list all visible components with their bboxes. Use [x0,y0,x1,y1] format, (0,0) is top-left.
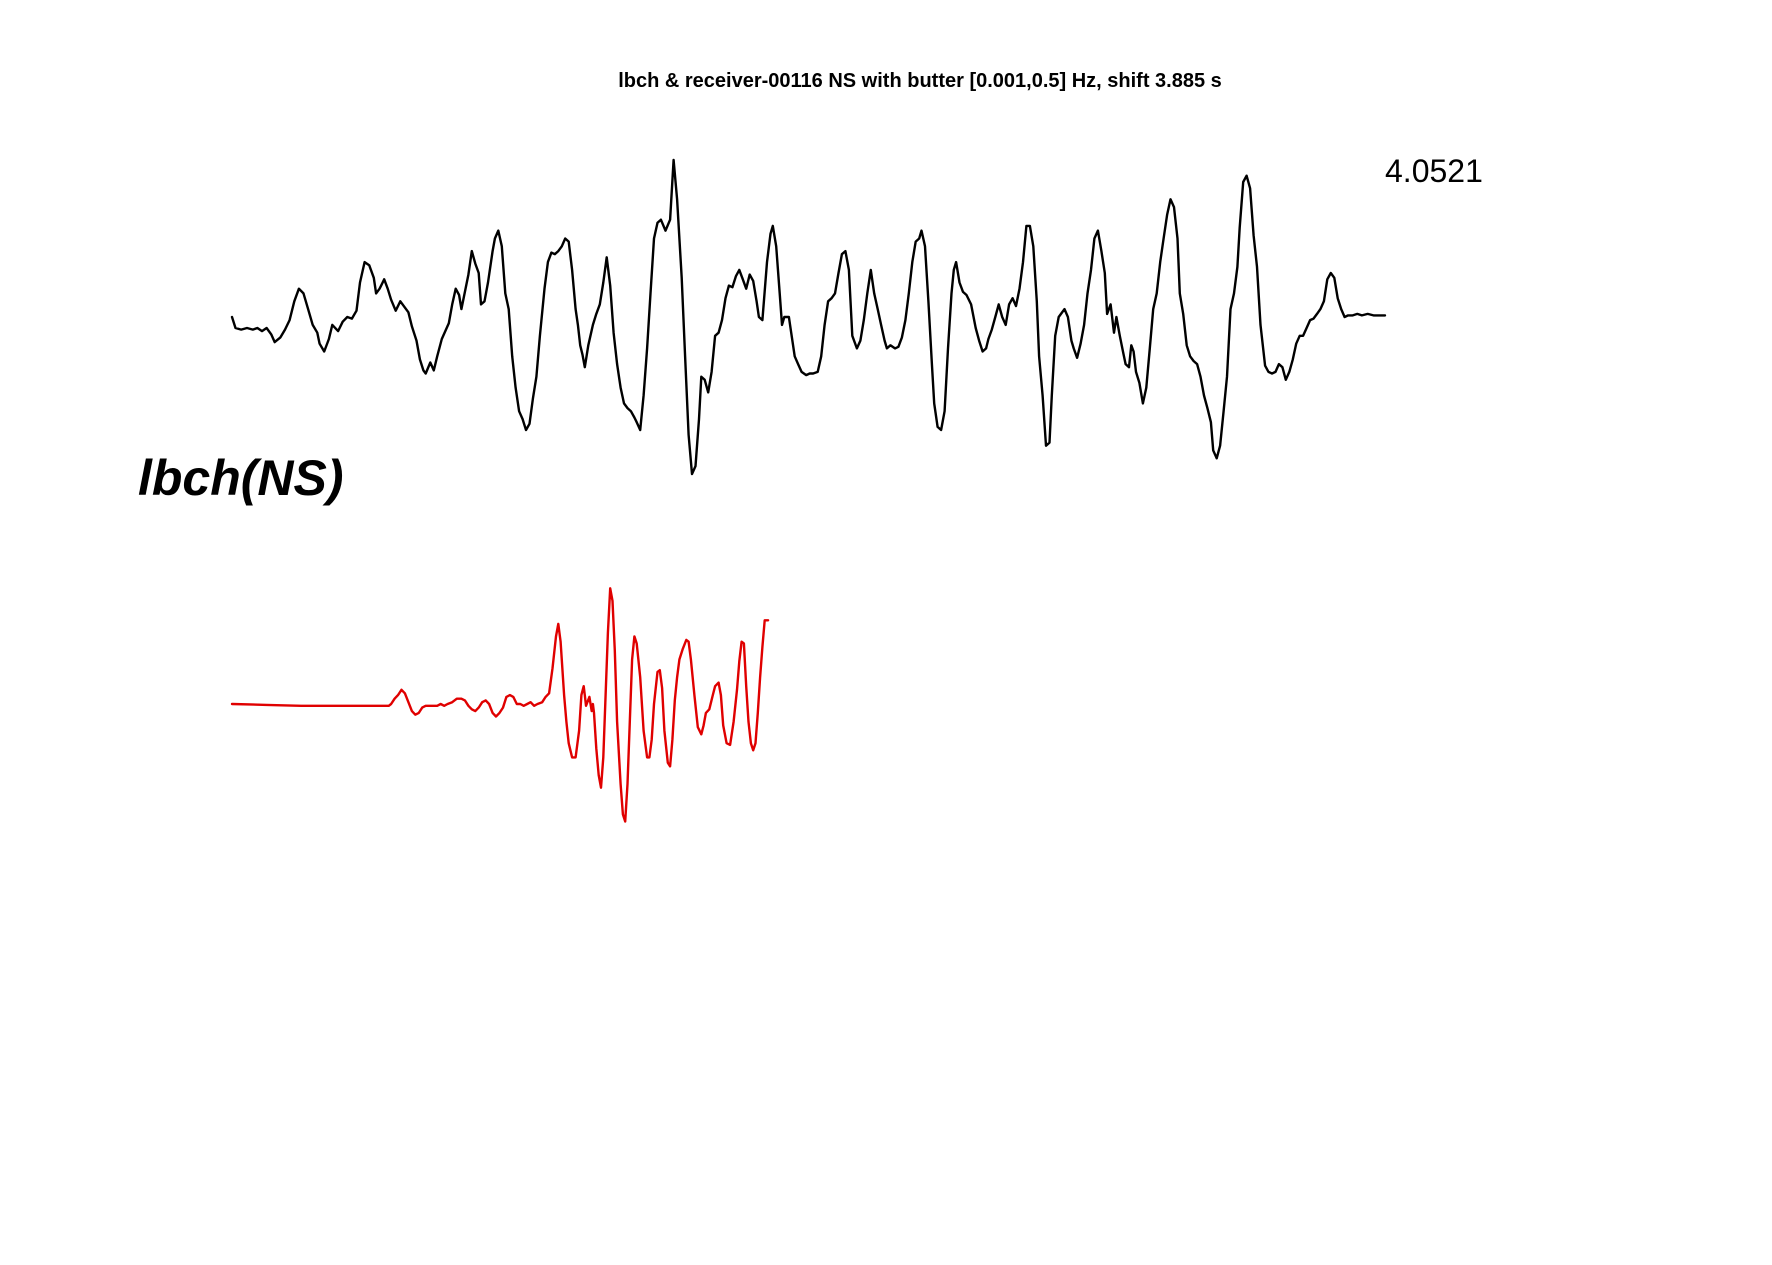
traces-group [230,158,1387,823]
chart-title: lbch & receiver-00116 NS with butter [0.… [618,70,1222,92]
waveform-trace-2 [230,587,770,823]
amplitude-scale-label: 4.0521 [1385,153,1483,189]
waveform-trace-1 [230,158,1387,476]
station-label: lbch(NS) [138,450,344,506]
